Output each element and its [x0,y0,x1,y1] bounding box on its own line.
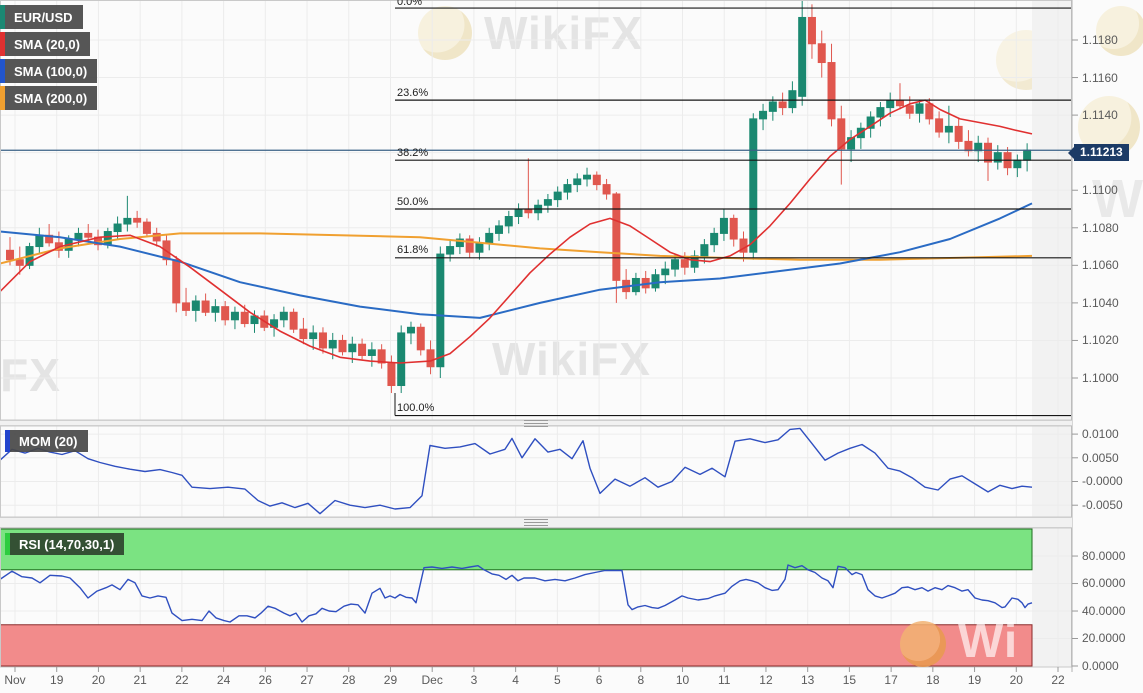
price-tick: 1.1160 [1082,71,1118,85]
mom-tick: -0.0050 [1082,498,1123,512]
sma20-label: SMA (20,0) [14,36,80,52]
x-axis-label: 5 [554,673,561,687]
x-axis-label: 10 [675,673,690,687]
price-tick: 1.1100 [1082,183,1118,197]
fib-level-label-618: 61.8% [397,244,429,256]
x-axis-label: 27 [300,673,314,687]
fib-level-label-50: 50.0% [397,196,429,208]
price-tick: 1.1140 [1082,108,1118,122]
symbol-label: EUR/USD [14,9,73,25]
fib-level-label-0: 0.0% [397,0,423,8]
price-tick: 1.1080 [1082,221,1119,235]
price-tick: 1.1180 [1082,33,1118,47]
symbol-color-bar [0,5,5,29]
axis-tick-marks [14,39,1078,672]
x-axis-label: Nov [4,673,26,687]
wikifx-logo-watermark [418,6,472,60]
x-axis-label: 22 [1051,673,1065,687]
sma200-line [0,232,1033,265]
price-tick: 1.1000 [1082,371,1119,385]
price-tick: 1.1040 [1082,296,1119,310]
wikifx-watermark: Wi [958,615,1019,668]
mom-tick: -0.0000 [1082,474,1123,488]
x-axis-label: 29 [383,673,398,687]
rsi-tick: 20.0000 [1082,631,1126,645]
x-axis-label: 19 [967,673,982,687]
rsi-color-bar [5,533,10,555]
x-axis-label: 15 [842,673,857,687]
sma20-badge[interactable]: SMA (20,0) [0,32,90,56]
panel-borders [0,0,1073,672]
sma100-line [0,202,1033,319]
fibonacci-lines [394,7,1072,417]
sma20-line [0,99,1033,364]
x-axis-label: 4 [512,673,519,687]
x-axis-label: 19 [50,673,64,687]
x-axis-label: 21 [133,673,147,687]
x-axis-label: 24 [216,673,231,687]
candlestick-series [6,0,1032,394]
wikifx-watermark: WikiFX [492,333,651,385]
sma200-label: SMA (200,0) [14,90,88,106]
sma100-badge[interactable]: SMA (100,0) [0,59,98,83]
last-price-badge: 1.11213 [1068,144,1129,161]
x-axis-label: 3 [470,673,478,687]
panel-resize-handle[interactable] [524,420,548,427]
mom-color-bar [5,430,10,452]
x-axis-label: 20 [1009,673,1023,687]
horizontal-gridlines [0,39,1072,640]
rsi-tick: 0.0000 [1082,659,1119,673]
sma100-label: SMA (100,0) [14,63,88,79]
rsi-bands [0,528,1033,667]
fib-level-label-236: 23.6% [397,87,429,99]
x-axis-label: 20 [91,673,106,687]
sma100-color-bar [0,59,5,83]
x-axis-label: 13 [800,673,815,687]
wikifx-logo-watermark [1096,6,1143,56]
sma200-badge[interactable]: SMA (200,0) [0,86,98,110]
x-axis-label: 8 [637,673,645,687]
rsi-tick: 80.0000 [1082,549,1126,563]
mom-tick: 0.0050 [1082,451,1119,465]
panel-resize-handle[interactable] [524,519,548,526]
rsi-tick: 40.0000 [1082,604,1126,618]
mom-line [0,427,1033,515]
fib-level-label-382: 38.2% [397,147,429,159]
wikifx-watermark: W [1092,169,1143,229]
price-tick: 1.1060 [1082,258,1119,272]
wikifx-watermark: WikiFX [0,349,61,401]
rsi-label: RSI (14,70,30,1) [19,536,115,552]
rsi-tick: 60.0000 [1082,576,1126,590]
wikifx-logo-watermark [900,621,946,667]
rsi-indicator-badge[interactable]: RSI (14,70,30,1) [5,533,125,555]
x-axis-label: 18 [926,673,940,687]
rsi-line [0,564,1033,623]
mom-label: MOM (20) [19,433,78,449]
x-axis-label: 6 [595,673,603,687]
fib-level-label-100: 100.0% [397,402,435,414]
x-axis-label: Dec [421,673,443,687]
x-axis-label: 12 [759,673,773,687]
x-axis-label: 28 [342,673,356,687]
sma20-color-bar [0,32,5,56]
symbol-badge[interactable]: EUR/USD [0,5,83,29]
x-axis-label: 22 [175,673,189,687]
mom-indicator-badge[interactable]: MOM (20) [5,430,88,452]
x-axis-label: 17 [884,673,898,687]
x-axis-label: 11 [718,673,731,687]
mom-tick: 0.0100 [1082,427,1119,441]
x-axis-label: 26 [258,673,272,687]
sma200-color-bar [0,86,5,110]
price-tick: 1.1020 [1082,333,1119,347]
wikifx-watermark: WikiFX [484,7,643,59]
